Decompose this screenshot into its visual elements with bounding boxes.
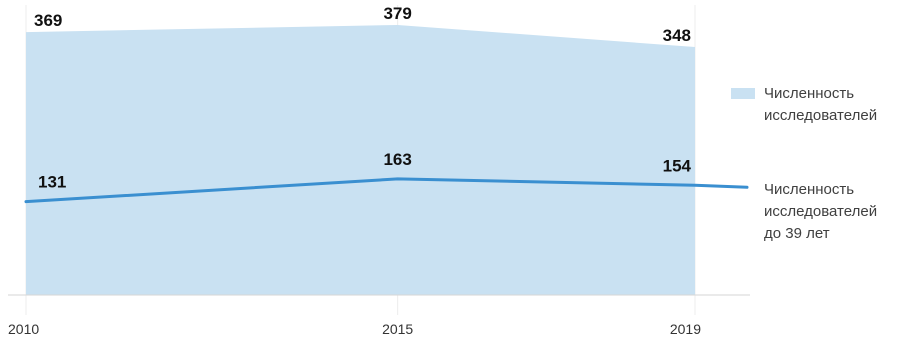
- area-value-label: 369: [34, 11, 62, 30]
- legend-swatch-area: [731, 88, 755, 99]
- area-value-label: 379: [383, 4, 411, 23]
- value-labels: 369 379 348 131 163 154: [34, 4, 692, 192]
- x-tick-label: 2015: [382, 321, 413, 337]
- x-tick-label: 2010: [8, 321, 39, 337]
- series-area-researchers: [26, 24, 695, 296]
- line-value-label: 131: [38, 173, 66, 192]
- legend: Численность исследователей Численность иссл…: [731, 85, 877, 242]
- legend-label-researchers-under-39: Численность исследователей до 39 лет: [764, 181, 877, 242]
- series-layer: [24, 24, 749, 296]
- x-axis: 2010 2015 2019: [8, 294, 750, 337]
- line-value-label: 154: [663, 156, 692, 175]
- area-value-label: 348: [663, 26, 691, 45]
- series-line-researchers-under-39: [24, 177, 749, 204]
- line-value-label: 163: [383, 150, 411, 169]
- x-tick-label: 2019: [670, 321, 701, 337]
- legend-label-researchers: Численность исследователей: [764, 85, 877, 124]
